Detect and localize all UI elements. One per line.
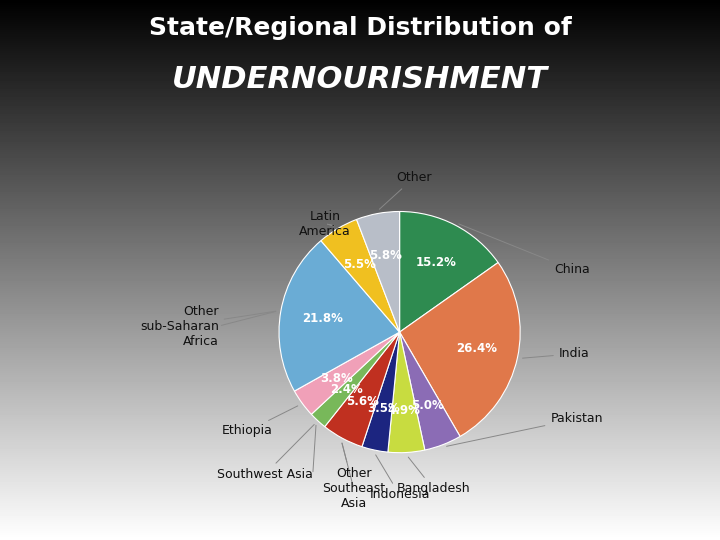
Wedge shape (311, 332, 400, 427)
Text: India: India (523, 347, 590, 360)
Text: Bangladesh: Bangladesh (397, 457, 470, 495)
Text: Pakistan: Pakistan (446, 413, 603, 446)
Text: State/Regional Distribution of: State/Regional Distribution of (148, 16, 572, 40)
Wedge shape (400, 262, 520, 436)
Text: Southwest Asia: Southwest Asia (217, 424, 314, 481)
Wedge shape (362, 332, 400, 452)
Text: 15.2%: 15.2% (415, 256, 456, 269)
Wedge shape (279, 241, 400, 391)
Text: Other: Other (379, 171, 432, 210)
Text: Ethiopia: Ethiopia (222, 406, 298, 437)
Text: 2.4%: 2.4% (330, 383, 363, 396)
Text: China: China (459, 224, 590, 276)
Text: 5.8%: 5.8% (369, 248, 402, 261)
Text: Other
Southeast
Asia: Other Southeast Asia (323, 443, 385, 510)
Wedge shape (400, 332, 460, 450)
Wedge shape (321, 219, 400, 332)
Text: Latin
America: Latin America (299, 210, 351, 238)
Wedge shape (294, 332, 400, 414)
Text: 3.5%: 3.5% (367, 402, 400, 415)
Text: 21.8%: 21.8% (302, 312, 343, 325)
Text: UNDERNOURISHMENT: UNDERNOURISHMENT (172, 65, 548, 94)
Wedge shape (356, 212, 400, 332)
Wedge shape (325, 332, 400, 447)
Text: 5.6%: 5.6% (346, 395, 379, 408)
Text: Indonesia: Indonesia (369, 455, 430, 502)
Text: Other
sub-Saharan
Africa: Other sub-Saharan Africa (140, 305, 276, 348)
Text: 4.9%: 4.9% (387, 404, 420, 417)
Text: 5.0%: 5.0% (411, 399, 444, 411)
Text: 3.8%: 3.8% (320, 372, 353, 385)
Wedge shape (388, 332, 425, 453)
Text: 26.4%: 26.4% (456, 342, 497, 355)
Wedge shape (400, 212, 498, 332)
Text: 5.5%: 5.5% (343, 258, 376, 271)
